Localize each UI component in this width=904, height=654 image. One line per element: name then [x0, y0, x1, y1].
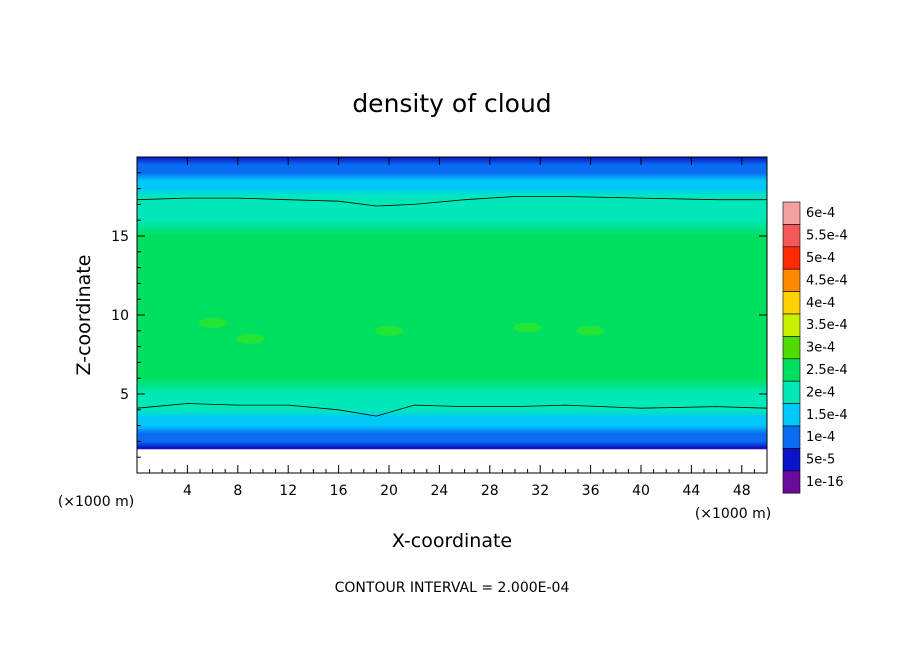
x-unit-right: (×1000 m) — [695, 506, 771, 522]
x-tick-label: 40 — [632, 483, 650, 499]
colorbar-label: 4e-4 — [806, 296, 835, 311]
density-highlight — [236, 333, 265, 344]
colorbar-label: 1.5e-4 — [806, 408, 848, 423]
y-tick-label: 15 — [111, 229, 129, 245]
y-tick-label: 5 — [120, 387, 129, 403]
colorbar-swatch — [782, 268, 801, 292]
density-highlight — [198, 317, 227, 328]
x-tick-label: 28 — [481, 483, 499, 499]
colorbar-swatch — [782, 448, 801, 472]
x-tick-label: 8 — [233, 483, 242, 499]
colorbar-label: 1e-16 — [806, 475, 844, 490]
contour-lower — [137, 403, 767, 417]
y-axis-label: Z-coordinate — [73, 255, 95, 376]
x-unit-left: (×1000 m) — [58, 494, 134, 510]
y-axis: 5 10 15 — [111, 172, 767, 458]
chart-title: density of cloud — [352, 89, 551, 118]
colorbar-label: 5e-4 — [806, 251, 835, 266]
colorbar: 6e-4 5.5e-4 5e-4 4.5e-4 4e-4 3.5e-4 3e-4 2.5e-4… — [782, 201, 848, 494]
colorbar-swatch — [782, 403, 801, 427]
colorbar-swatch — [782, 201, 801, 225]
density-highlight — [513, 322, 542, 333]
x-tick-label: 24 — [430, 483, 448, 499]
y-tick-label: 10 — [111, 308, 129, 324]
colorbar-swatch — [782, 224, 801, 248]
colorbar-label: 3.5e-4 — [806, 318, 848, 333]
colorbar-label: 6e-4 — [806, 206, 835, 221]
x-tick-label: 4 — [183, 483, 192, 499]
x-tick-label: 36 — [582, 483, 600, 499]
colorbar-swatch — [782, 358, 801, 382]
colorbar-label: 4.5e-4 — [806, 273, 848, 288]
colorbar-swatch — [782, 246, 801, 270]
cloud-free-base — [137, 449, 767, 473]
colorbar-label: 2.5e-4 — [806, 363, 848, 378]
colorbar-label: 1e-4 — [806, 430, 835, 445]
density-highlight — [576, 325, 605, 336]
colorbar-swatch — [782, 425, 801, 449]
colorbar-label: 3e-4 — [806, 341, 835, 356]
colorbar-label: 2e-4 — [806, 385, 835, 400]
contour-upper — [137, 196, 767, 207]
density-highlight — [375, 325, 403, 336]
x-axis: 4 8 12 16 20 24 28 32 36 40 44 48 — [149, 157, 755, 499]
x-tick-label: 16 — [330, 483, 348, 499]
colorbar-label: 5e-5 — [806, 453, 835, 468]
x-tick-label: 32 — [531, 483, 549, 499]
density-highlights — [198, 317, 605, 344]
plot-area — [137, 157, 767, 473]
colorbar-swatch — [782, 313, 801, 337]
x-tick-label: 20 — [380, 483, 398, 499]
contour-interval-note: CONTOUR INTERVAL = 2.000E-04 — [335, 580, 570, 596]
x-tick-label: 12 — [279, 483, 297, 499]
contour-lines — [137, 196, 767, 417]
x-tick-label: 48 — [733, 483, 751, 499]
x-axis-label: X-coordinate — [392, 530, 512, 552]
colorbar-swatch — [782, 336, 801, 360]
x-tick-label: 44 — [682, 483, 700, 499]
colorbar-label: 5.5e-4 — [806, 229, 848, 244]
colorbar-swatch — [782, 470, 801, 494]
colorbar-swatch — [782, 291, 801, 315]
colorbar-swatch — [782, 380, 801, 404]
density-field — [137, 157, 767, 473]
